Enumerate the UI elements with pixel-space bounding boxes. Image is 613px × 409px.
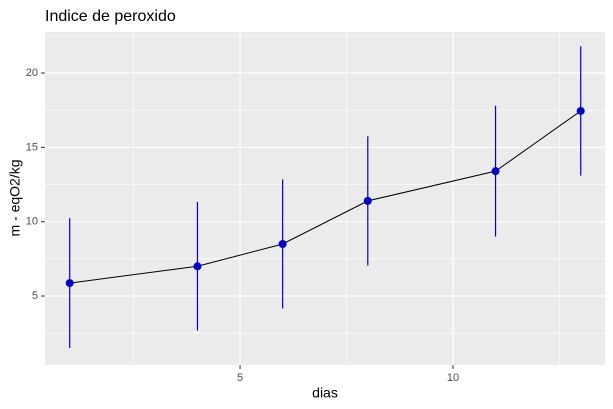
- line: [69, 110, 582, 284]
- x-axis-label: dias: [312, 385, 338, 401]
- point: [193, 262, 202, 271]
- y-tick-label: 5: [32, 290, 38, 302]
- y-tick-label: 10: [26, 216, 38, 228]
- x-tick-label: 5: [237, 372, 243, 384]
- point: [363, 196, 372, 205]
- point: [65, 279, 74, 288]
- point: [491, 167, 500, 176]
- point: [278, 239, 287, 248]
- point: [576, 106, 585, 115]
- y-tick-label: 20: [26, 67, 38, 79]
- x-tick-label: 10: [447, 372, 459, 384]
- y-tick-label: 15: [26, 141, 38, 153]
- chart-title: Indice de peroxido: [45, 8, 176, 25]
- y-axis-label: m - eqO2/kg: [7, 159, 23, 236]
- plot-panel: [45, 32, 605, 365]
